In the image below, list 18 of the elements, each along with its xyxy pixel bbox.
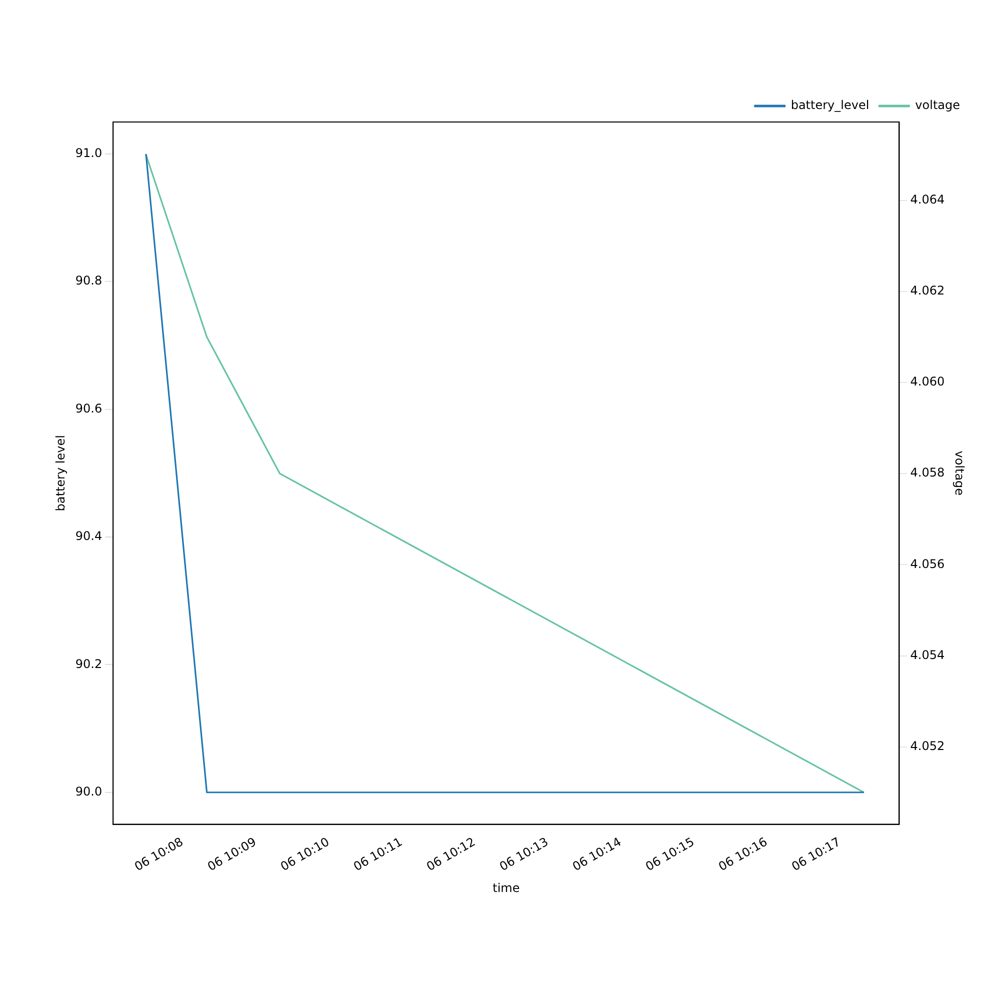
y-axis-title: battery level [53, 435, 68, 512]
x-axis-title: time [492, 880, 520, 895]
y2-tick-label: 4.052 [910, 738, 945, 753]
y-tick-label: 90.2 [75, 656, 102, 671]
legend-label: voltage [915, 98, 960, 112]
y2-axis-title: voltage [952, 450, 967, 496]
legend-label: battery_level [790, 98, 870, 112]
y-tick-label: 90.6 [75, 401, 102, 416]
y2-tick-label: 4.058 [910, 466, 945, 480]
y-tick-label: 90.8 [75, 274, 102, 288]
y2-tick-label: 4.062 [910, 284, 945, 298]
y-tick-label: 91.0 [75, 146, 102, 160]
y2-tick-label: 4.064 [910, 192, 945, 206]
y2-tick-label: 4.060 [910, 374, 945, 389]
y-tick-label: 90.0 [75, 784, 102, 798]
y2-tick-label: 4.054 [910, 648, 945, 662]
y2-tick-label: 4.056 [910, 556, 945, 571]
y-tick-label: 90.4 [75, 529, 102, 544]
